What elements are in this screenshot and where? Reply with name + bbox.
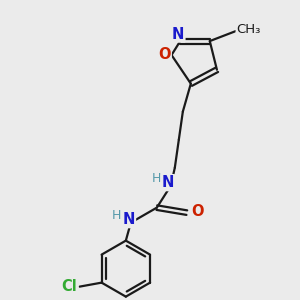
Text: H: H xyxy=(152,172,161,185)
Text: O: O xyxy=(158,46,171,62)
Text: N: N xyxy=(172,27,184,42)
Text: N: N xyxy=(162,175,174,190)
Text: CH₃: CH₃ xyxy=(237,22,261,36)
Text: H: H xyxy=(112,209,122,222)
Text: Cl: Cl xyxy=(62,279,77,294)
Text: O: O xyxy=(192,204,204,219)
Text: N: N xyxy=(123,212,135,227)
